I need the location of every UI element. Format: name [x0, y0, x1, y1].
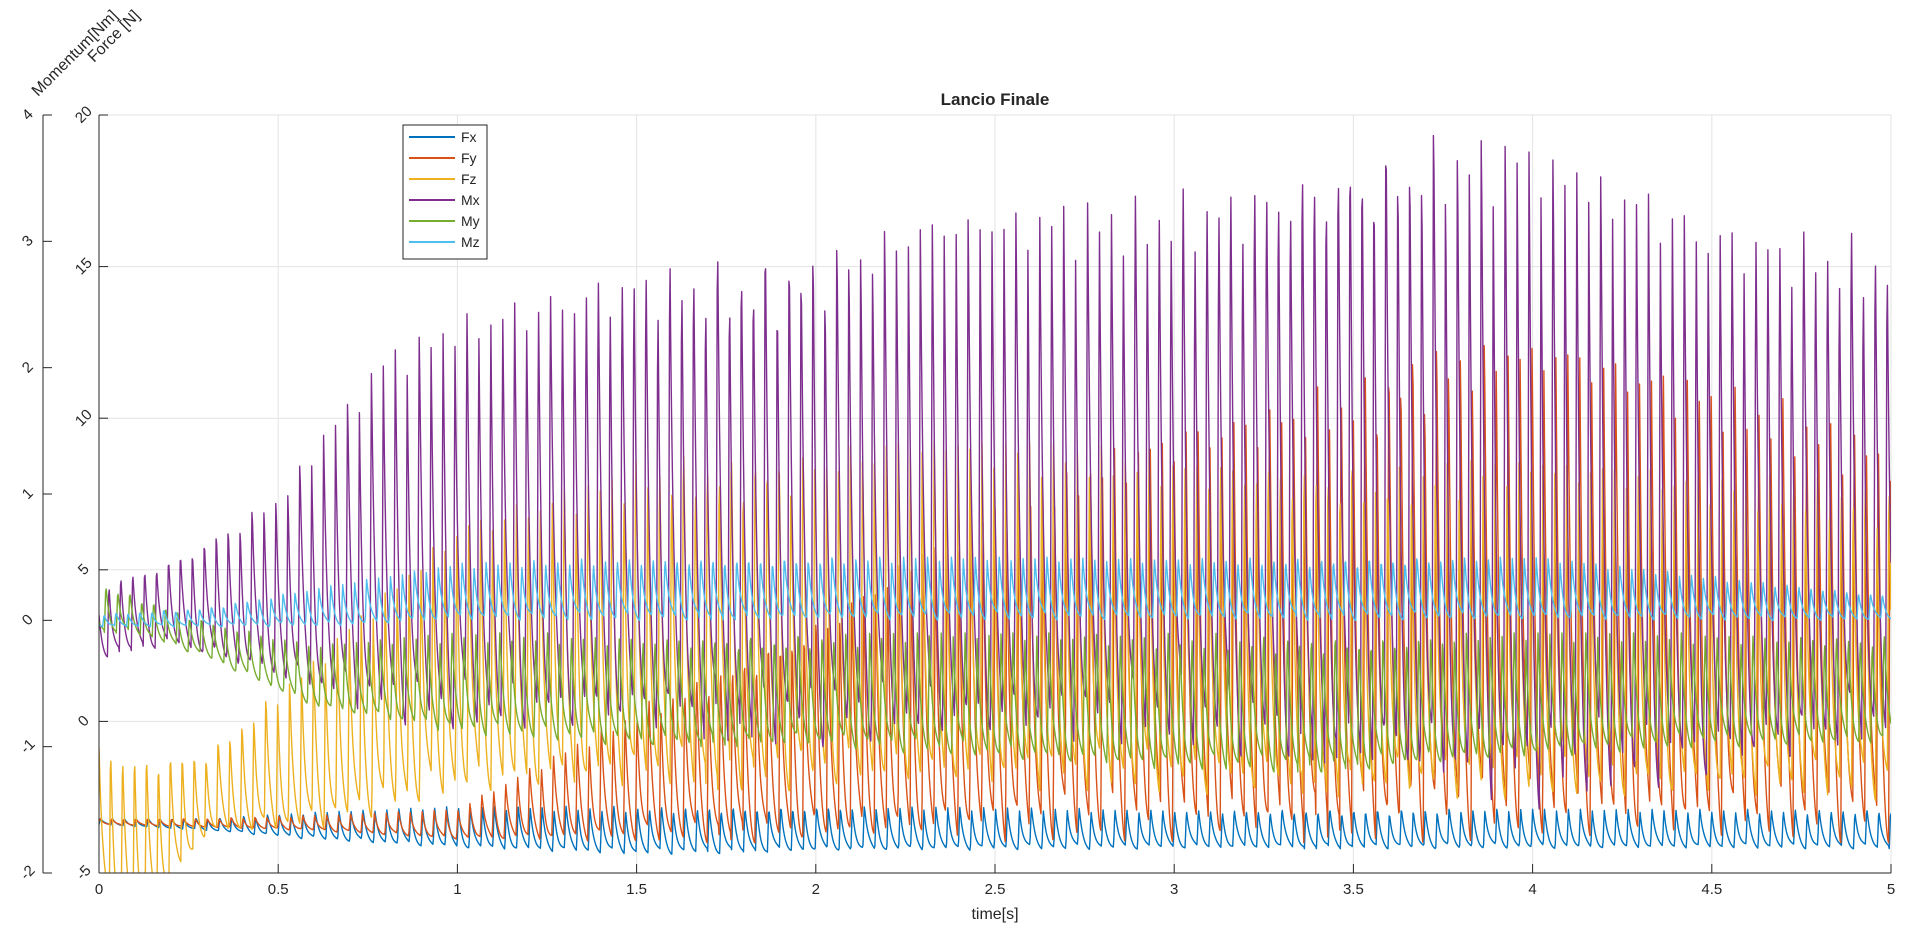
series-line-mz [99, 556, 1891, 628]
chart-title: Lancio Finale [941, 90, 1050, 109]
x-tick-label: 1.5 [626, 881, 647, 898]
series-group [99, 134, 1891, 873]
x-tick-label: 3 [1170, 881, 1178, 898]
legend-label-fx: Fx [461, 129, 477, 145]
x-tick-label: 1 [453, 881, 461, 898]
x-tick-label: 0 [95, 881, 103, 898]
legend: Fx Fy Fz Mx My Mz [402, 124, 488, 260]
legend-label-my: My [461, 213, 480, 229]
x-tick-label: 4 [1528, 881, 1536, 898]
x-tick-label: 4.5 [1701, 881, 1722, 898]
legend-label-fz: Fz [461, 171, 477, 187]
x-tick-label: 3.5 [1343, 881, 1364, 898]
series-line-fz [99, 440, 1891, 873]
x-tick-label: 0.5 [268, 881, 289, 898]
x-tick-label: 2 [812, 881, 820, 898]
series-line-fx [99, 805, 1891, 855]
legend-label-fy: Fy [461, 150, 477, 166]
x-axis-label: time[s] [971, 906, 1018, 923]
legend-label-mx: Mx [461, 192, 480, 208]
series-line-my [99, 588, 1891, 773]
x-tick-label: 5 [1887, 881, 1895, 898]
series-line-mx [99, 134, 1891, 810]
legend-label-mz: Mz [461, 234, 480, 250]
x-tick-label: 2.5 [985, 881, 1006, 898]
legend-box [402, 124, 488, 260]
